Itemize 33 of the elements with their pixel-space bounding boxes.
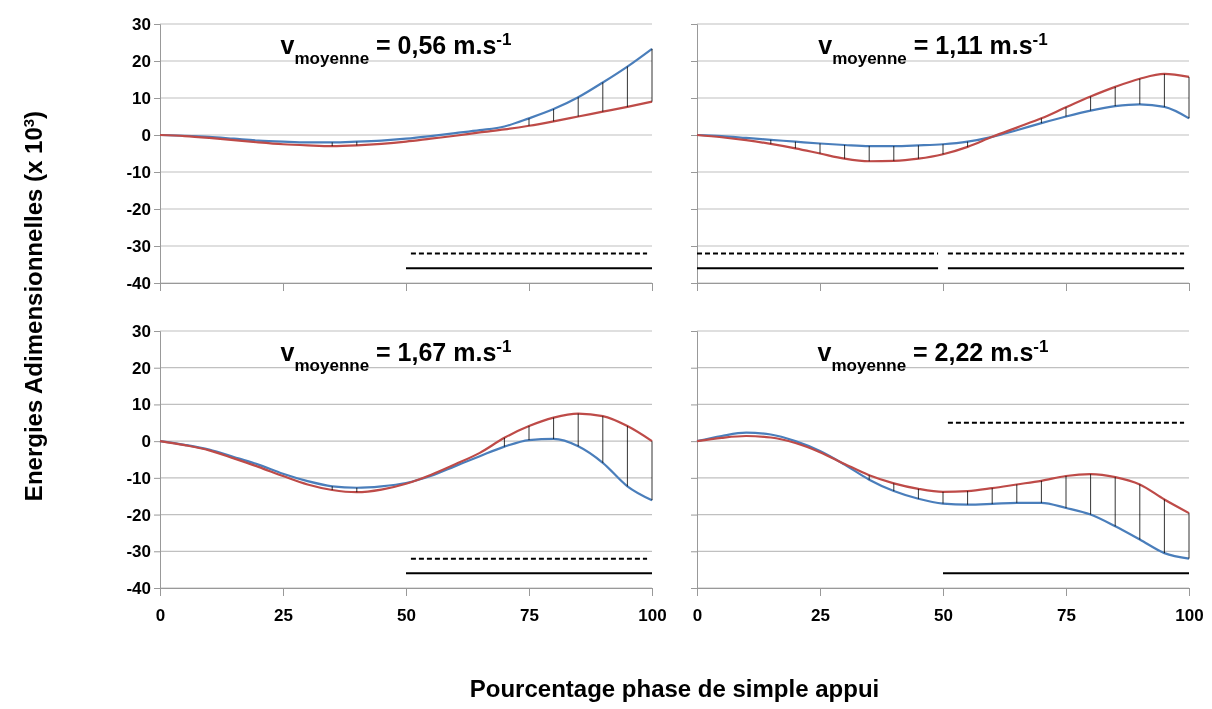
x-tick-label: 75	[1057, 606, 1076, 626]
x-tick-label: 0	[155, 606, 166, 626]
y-tick-label: -20	[126, 199, 151, 219]
x-tick-label: 50	[934, 606, 953, 626]
y-tick-label: 20	[132, 358, 151, 378]
x-tick-label: 0	[692, 606, 703, 626]
y-tick-label: 30	[132, 321, 151, 341]
x-tick-label: 25	[811, 606, 830, 626]
x-tick-label: 25	[274, 606, 293, 626]
x-axis-title: Pourcentage phase de simple appui	[469, 675, 880, 702]
x-tick-label: 50	[397, 606, 416, 626]
chart-title: v$_{moyenne}$ = 1,67 m.s$^{-1}$	[280, 336, 512, 375]
chart-title: v$_{moyenne}$ = 0,56 m.s$^{-1}$	[280, 29, 512, 68]
y-tick-label: 0	[141, 125, 151, 145]
y-tick-label: 0	[141, 432, 151, 452]
y-tick-label: -30	[126, 236, 151, 256]
y-tick-label: -20	[126, 505, 151, 525]
y-tick-label: 20	[132, 51, 151, 71]
y-tick-label: 10	[132, 395, 151, 415]
y-tick-label: -10	[126, 468, 151, 488]
y-tick-label: 10	[132, 88, 151, 108]
y-tick-label: 30	[132, 14, 151, 34]
x-tick-label: 100	[1175, 606, 1204, 626]
chart-title: v$_{moyenne}$ = 1,11 m.s$^{-1}$	[818, 29, 1048, 68]
y-tick-label: -40	[126, 578, 151, 598]
y-tick-label: -40	[126, 273, 151, 293]
x-tick-label: 100	[638, 606, 667, 626]
chart-title: v$_{moyenne}$ = 2,22 m.s$^{-1}$	[817, 336, 1049, 375]
y-tick-label: -30	[126, 542, 151, 562]
y-tick-label: -10	[126, 162, 151, 182]
line-series	[158, 412, 654, 494]
x-tick-label: 75	[520, 606, 539, 626]
line-series	[158, 100, 654, 148]
